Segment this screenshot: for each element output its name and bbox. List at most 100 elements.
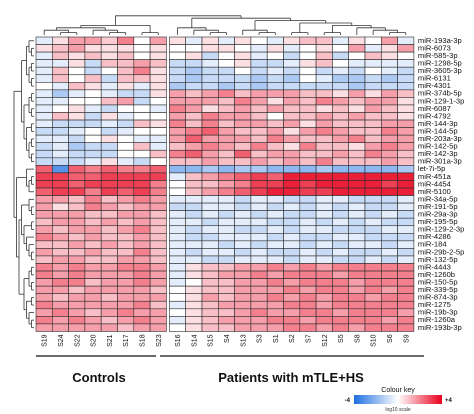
heatmap-cell xyxy=(380,104,398,113)
heatmap-cell xyxy=(266,36,284,45)
heatmap-cell xyxy=(332,66,349,76)
heatmap-cell xyxy=(299,104,317,113)
heatmap-cell xyxy=(35,142,53,151)
row-label: miR-6073 xyxy=(418,43,451,52)
heatmap-cell xyxy=(149,293,167,302)
heatmap-cell xyxy=(35,172,53,181)
heatmap-cell xyxy=(234,82,252,91)
heatmap-cell xyxy=(380,66,398,76)
heatmap-cell xyxy=(169,202,186,211)
heatmap-cell xyxy=(299,142,317,151)
heatmap-cell xyxy=(117,316,135,325)
heatmap-cell xyxy=(299,44,317,53)
heatmap-cell xyxy=(169,270,186,279)
heatmap-cell xyxy=(250,202,268,211)
heatmap-cell xyxy=(100,217,118,227)
heatmap-cell xyxy=(218,44,235,53)
heatmap-cell xyxy=(348,149,366,159)
heatmap-cell xyxy=(185,225,203,234)
heatmap-cell xyxy=(332,240,349,249)
heatmap-cell xyxy=(201,316,219,325)
column-label: S18 xyxy=(140,334,147,347)
row-label: miR-132-5p xyxy=(418,255,458,264)
heatmap-cell xyxy=(149,51,167,60)
heatmap-cell xyxy=(364,112,382,121)
heatmap-cell xyxy=(250,300,268,310)
heatmap-cell xyxy=(84,300,102,310)
row-label: miR-451a xyxy=(418,172,452,181)
heatmap-cell xyxy=(201,104,219,113)
heatmap-cell xyxy=(169,44,186,53)
heatmap-cell xyxy=(234,248,252,257)
heatmap-cell xyxy=(149,36,167,45)
heatmap-cell xyxy=(364,149,382,159)
heatmap-cell xyxy=(68,157,86,166)
heatmap-cell xyxy=(68,82,86,91)
row-label: miR-3605-3p xyxy=(418,66,462,75)
heatmap-cell xyxy=(348,44,366,53)
heatmap-cell xyxy=(364,119,382,128)
heatmap-cell xyxy=(332,195,349,204)
heatmap-cell xyxy=(299,323,317,332)
column-label: S3 xyxy=(257,334,264,343)
heatmap-cell xyxy=(185,293,203,302)
heatmap-cell xyxy=(218,66,235,76)
heatmap-cell xyxy=(117,127,135,136)
heatmap-cell xyxy=(348,134,366,143)
heatmap-cell xyxy=(133,187,151,196)
heatmap-cell xyxy=(201,278,219,287)
heatmap-cell xyxy=(51,165,69,174)
heatmap-cell xyxy=(283,323,301,332)
heatmap-cell xyxy=(250,82,268,91)
colour-key-title: Colour key xyxy=(381,387,415,394)
heatmap-cell xyxy=(100,142,118,151)
heatmap-cell xyxy=(397,142,415,151)
heatmap-cell xyxy=(364,233,382,242)
heatmap-cell xyxy=(51,127,69,136)
heatmap-cell xyxy=(68,134,86,143)
heatmap-cell xyxy=(133,97,151,106)
heatmap-cell xyxy=(299,127,317,136)
heatmap-cell xyxy=(201,142,219,151)
heatmap-cell xyxy=(51,82,69,91)
heatmap-cell xyxy=(51,66,69,76)
heatmap-cell xyxy=(364,142,382,151)
row-label: miR-191-5p xyxy=(418,202,458,211)
heatmap-cell xyxy=(218,104,235,113)
heatmap-cell xyxy=(133,82,151,91)
heatmap-cell xyxy=(364,263,382,272)
heatmap-cell xyxy=(35,82,53,91)
heatmap-cell xyxy=(51,217,69,227)
heatmap-cell xyxy=(117,134,135,143)
heatmap-cell xyxy=(201,44,219,53)
heatmap-cell xyxy=(133,225,151,234)
heatmap-cell xyxy=(380,74,398,83)
heatmap-cell xyxy=(397,119,415,128)
heatmap-cell xyxy=(117,165,135,174)
heatmap-cell xyxy=(149,59,167,68)
heatmap-cell xyxy=(266,127,284,136)
heatmap-cell xyxy=(283,172,301,181)
heatmap-cell xyxy=(51,104,69,113)
heatmap-cell xyxy=(185,316,203,325)
heatmap-cell xyxy=(283,97,301,106)
heatmap-cell xyxy=(218,240,235,249)
column-label: S16 xyxy=(175,334,182,347)
heatmap-cell xyxy=(397,300,415,310)
heatmap-cell xyxy=(133,210,151,219)
heatmap-cell xyxy=(315,97,333,106)
heatmap-cell xyxy=(51,300,69,310)
column-dendrogram xyxy=(43,15,407,35)
heatmap-cell xyxy=(35,36,53,45)
heatmap-cell xyxy=(397,233,415,242)
heatmap-cell xyxy=(68,300,86,310)
heatmap-cell xyxy=(397,66,415,76)
heatmap-cell xyxy=(133,285,151,294)
heatmap-cell xyxy=(266,255,284,264)
heatmap-cell xyxy=(283,149,301,159)
heatmap-cell xyxy=(299,66,317,76)
heatmap-cell xyxy=(348,240,366,249)
heatmap-cell xyxy=(68,51,86,60)
row-label: miR-193b-3p xyxy=(418,323,462,332)
heatmap-cell xyxy=(397,195,415,204)
